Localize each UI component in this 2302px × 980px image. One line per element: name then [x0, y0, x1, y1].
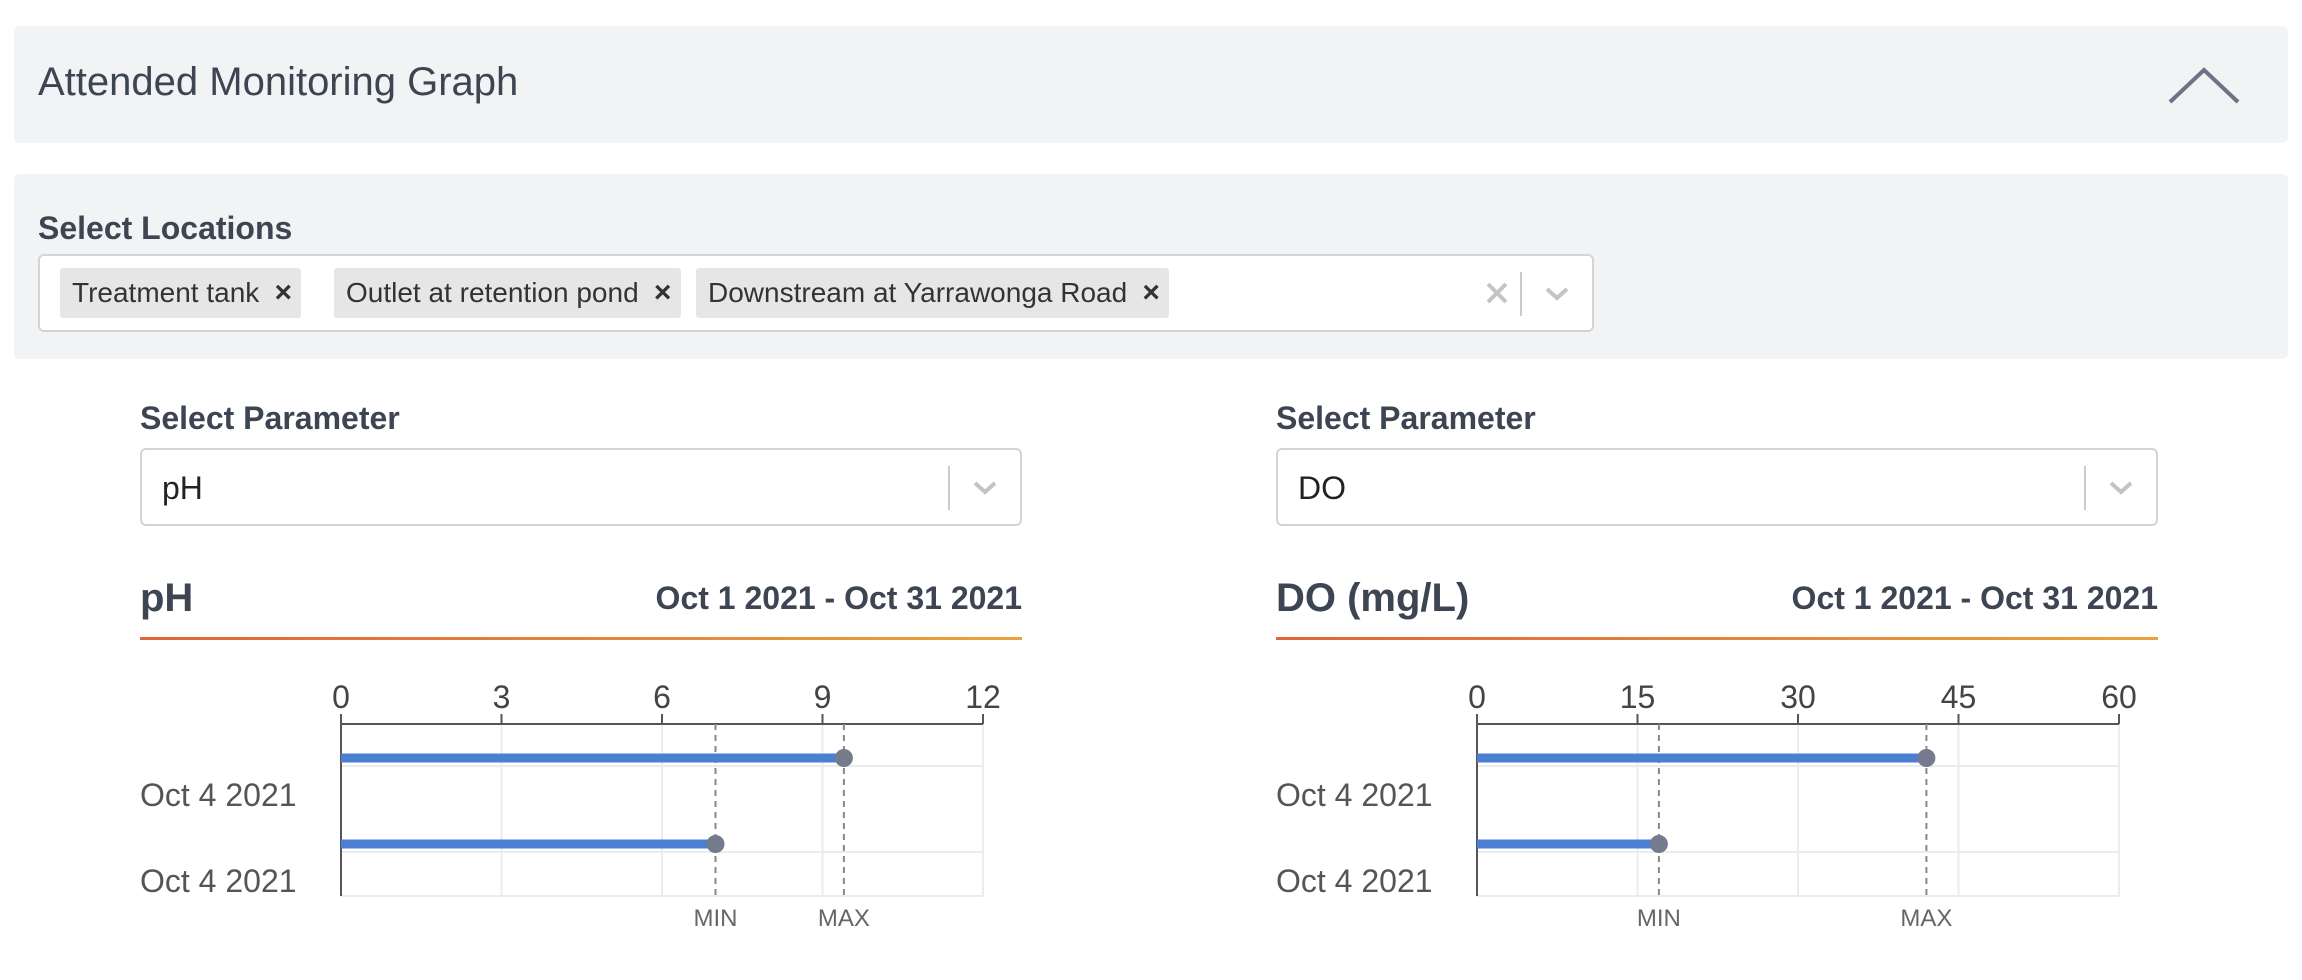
- reference-label-min: MIN: [694, 905, 738, 932]
- reference-label-max: MAX: [1900, 905, 1952, 932]
- parameter-select-value: DO: [1298, 470, 1346, 506]
- do-chart: 0 15 30 45 60 MIN MAX Oct 4 2021 Oct 4 2021: [1276, 679, 2137, 932]
- divider: [2084, 466, 2086, 510]
- category-label: Oct 4 2021: [1276, 777, 1433, 813]
- parameter-label: Select Parameter: [1276, 400, 1536, 436]
- remove-chip-icon[interactable]: ×: [1142, 276, 1160, 309]
- divider: [948, 466, 950, 510]
- x-tick-label: 0: [332, 679, 350, 715]
- remove-chip-icon[interactable]: ×: [274, 276, 293, 309]
- clear-all-icon[interactable]: [1474, 270, 1520, 316]
- locations-label: Select Locations: [38, 210, 293, 246]
- location-chip: Outlet at retention pond ×: [334, 268, 681, 318]
- x-tick-label: 9: [814, 679, 832, 715]
- x-tick-label: 45: [1941, 679, 1977, 715]
- x-tick-label: 15: [1620, 679, 1656, 715]
- data-point: [1917, 749, 1936, 767]
- x-tick-label: 3: [493, 679, 511, 715]
- chevron-up-icon[interactable]: [2164, 62, 2244, 108]
- location-chip-label: Outlet at retention pond: [346, 277, 639, 308]
- chart-title: DO (mg/L): [1276, 576, 1470, 620]
- chart-date-range: Oct 1 2021 - Oct 31 2021: [655, 580, 1022, 616]
- reference-label-max: MAX: [818, 905, 870, 932]
- x-tick-label: 6: [653, 679, 671, 715]
- parameter-select-value: pH: [162, 470, 203, 506]
- category-label: Oct 4 2021: [140, 863, 297, 899]
- chart-title: pH: [140, 576, 194, 620]
- x-tick-label: 60: [2101, 679, 2137, 715]
- data-point: [834, 749, 853, 767]
- page-title: Attended Monitoring Graph: [38, 60, 519, 104]
- location-chip-label: Downstream at Yarrawonga Road: [708, 277, 1128, 308]
- divider: [1520, 272, 1522, 316]
- graph-header: Attended Monitoring Graph: [14, 26, 2288, 143]
- x-tick-label: 0: [1468, 679, 1486, 715]
- chart-group: 0 15 30 45 60 MIN MAX Oct 4 2021 Oct 4 2021: [1276, 679, 2137, 932]
- data-point: [706, 835, 725, 853]
- location-chip: Downstream at Yarrawonga Road ×: [696, 268, 1170, 318]
- data-point: [1649, 835, 1668, 853]
- chevron-down-icon[interactable]: [2096, 464, 2146, 510]
- chart-date-range: Oct 1 2021 - Oct 31 2021: [1791, 580, 2158, 616]
- chevron-down-icon[interactable]: [960, 464, 1010, 510]
- locations-multiselect[interactable]: Treatment tank × Outlet at retention pon…: [38, 254, 1594, 332]
- parameter-label: Select Parameter: [140, 400, 400, 436]
- location-chip: Treatment tank ×: [60, 268, 302, 318]
- remove-chip-icon[interactable]: ×: [653, 276, 672, 309]
- chevron-down-icon[interactable]: [1532, 270, 1582, 316]
- x-tick-label: 12: [965, 679, 1001, 715]
- category-label: Oct 4 2021: [140, 777, 297, 813]
- location-chip-label: Treatment tank: [72, 277, 260, 308]
- reference-label-min: MIN: [1637, 905, 1681, 932]
- chart-title-rule: [1276, 637, 2158, 640]
- locations-panel: Select Locations Treatment tank × Outlet…: [14, 174, 2288, 359]
- category-label: Oct 4 2021: [1276, 863, 1433, 899]
- parameter-select[interactable]: pH: [140, 448, 1022, 526]
- parameter-select[interactable]: DO: [1276, 448, 2158, 526]
- ph-chart: 0 3 6 9 12 MIN MAX Oct 4 2021 Oct 4 2021: [140, 679, 1001, 932]
- x-tick-label: 30: [1780, 679, 1816, 715]
- chart-title-rule: [140, 637, 1022, 640]
